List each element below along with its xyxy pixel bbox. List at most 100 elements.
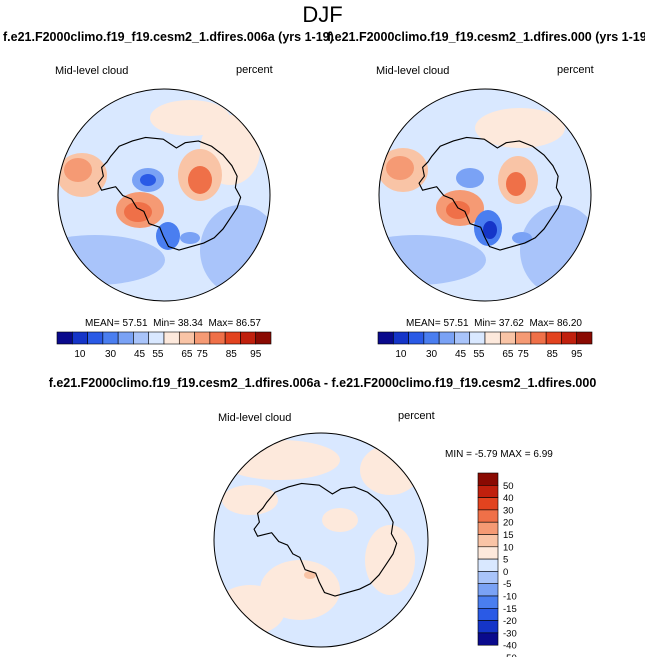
- panel-3-colorbar-swatch: [477, 497, 499, 511]
- panel-2-colorbar-tick-label: 30: [426, 349, 438, 360]
- panel-3-colorbar-tick-label: -20: [503, 616, 517, 627]
- panel-1-colorbar-swatch: [102, 331, 119, 345]
- panel-3-colorbar-swatch: [477, 558, 499, 572]
- panel-1-min: 38.34: [177, 318, 203, 329]
- panel-2-colorbar-tick-label: 55: [473, 349, 485, 360]
- panel-2-colorbar-swatch: [545, 331, 562, 345]
- panel-1-mean: 57.51: [122, 318, 148, 329]
- panel-3-colorbar-tick-label: -30: [503, 628, 517, 639]
- panel-1-colorbar-swatch: [133, 331, 150, 345]
- panel-1-min-label: Min=: [153, 318, 176, 329]
- panel-2-colorbar-tick-label: 75: [518, 349, 530, 360]
- panel-2-max-label: Max=: [529, 318, 555, 329]
- panel-1-colorbar-swatch: [87, 331, 104, 345]
- panel-2-colorbar-swatch: [392, 331, 409, 345]
- panel-3-colorbar-swatch: [477, 620, 499, 634]
- panel-1-colorbar-swatch: [163, 331, 180, 345]
- panel-1-colorbar-tick-label: 65: [181, 349, 193, 360]
- panel-2-colorbar-swatch: [484, 331, 501, 345]
- panel-3-colorbar-tick-label: -40: [503, 641, 517, 652]
- panel-2-min-label: Min=: [474, 318, 497, 329]
- panel-2-colorbar-swatch: [423, 331, 440, 345]
- panel-3-colorbar-tick-label: 15: [503, 530, 514, 541]
- panel-3-colorbar-tick-label: -10: [503, 592, 517, 603]
- panel-1-map: [57, 88, 271, 302]
- panel-2-variable: Mid-level cloud: [376, 65, 450, 77]
- panel-3-map: [213, 432, 429, 648]
- panel-2-colorbar-tick-label: 65: [502, 349, 514, 360]
- panel-2-stats: MEAN= 57.51 Min= 37.62 Max= 86.20: [406, 318, 582, 329]
- panel-3-colorbar-swatch: [477, 571, 499, 585]
- panel-1-max: 86.57: [235, 318, 261, 329]
- panel-2-colorbar-swatch: [576, 331, 593, 345]
- panel-1-max-label: Max=: [208, 318, 234, 329]
- panel-2-colorbar-tick-label: 85: [547, 349, 559, 360]
- panel-1-title: f.e21.F2000climo.f19_f19.cesm2_1.dfires.…: [3, 30, 334, 44]
- panel-3-colorbar-swatch: [477, 607, 499, 621]
- panel-2-mean-label: MEAN=: [406, 318, 441, 329]
- panel-3-colorbar-tick-label: 50: [503, 481, 514, 492]
- panel-2-colorbar-swatch: [408, 331, 425, 345]
- panel-1-colorbar: 10 30 45 55 65 75 85 95: [56, 331, 272, 360]
- panel-2-colorbar-swatch: [515, 331, 532, 345]
- panel-2-colorbar-tick-label: 45: [455, 349, 467, 360]
- panel-1-colorbar-swatch: [71, 331, 88, 345]
- panel-2-map: [378, 88, 592, 302]
- panel-3-title: f.e21.F2000climo.f19_f19.cesm2_1.dfires.…: [48, 376, 597, 390]
- panel-1-colorbar-tick-label: 10: [74, 349, 86, 360]
- panel-3-colorbar-tick-label: 30: [503, 505, 514, 516]
- panel-1-mean-label: MEAN=: [85, 318, 120, 329]
- panel-2-colorbar-swatch: [454, 331, 471, 345]
- panel-1-colorbar-swatch: [240, 331, 257, 345]
- panel-1-units: percent: [236, 64, 273, 76]
- panel-2-colorbar-tick-label: 95: [571, 349, 583, 360]
- panel-1-colorbar-tick-label: 45: [134, 349, 146, 360]
- panel-1-colorbar-swatch: [255, 331, 272, 345]
- panel-2-min: 37.62: [498, 318, 524, 329]
- panel-3-colorbar-tick-label: 40: [503, 493, 514, 504]
- panel-3-colorbar-tick-label: -50: [503, 653, 517, 657]
- panel-3-units: percent: [398, 410, 435, 422]
- panel-2-colorbar-swatch: [377, 331, 394, 345]
- panel-2-mean: 57.51: [443, 318, 469, 329]
- panel-2-colorbar-swatch: [469, 331, 486, 345]
- panel-2-colorbar-swatch: [561, 331, 578, 345]
- panel-2-title: f.e21.F2000climo.f19_f19.cesm2_1.dfires.…: [327, 30, 645, 44]
- panel-2-max: 86.20: [556, 318, 582, 329]
- panel-1-stats: MEAN= 57.51 Min= 38.34 Max= 86.57: [85, 318, 261, 329]
- panel-3-colorbar-swatch: [477, 521, 499, 535]
- panel-1-colorbar-tick-label: 95: [250, 349, 262, 360]
- panel-2-colorbar-swatch: [530, 331, 547, 345]
- panel-3-colorbar-tick-label: 10: [503, 542, 514, 553]
- panel-1-colorbar-swatch: [56, 331, 73, 345]
- panel-3-colorbar-swatch: [477, 509, 499, 523]
- panel-3-colorbar-swatch: [477, 546, 499, 560]
- panel-1-colorbar-tick-label: 85: [226, 349, 238, 360]
- figure-title: DJF: [302, 2, 343, 27]
- panel-3-colorbar-tick-label: 20: [503, 518, 514, 529]
- panel-1-variable: Mid-level cloud: [55, 65, 129, 77]
- panel-1-colorbar-swatch: [209, 331, 226, 345]
- panel-1-colorbar-swatch: [178, 331, 195, 345]
- panel-1-colorbar-swatch: [194, 331, 211, 345]
- panel-1-colorbar-swatch: [148, 331, 165, 345]
- panel-2-colorbar: 10 30 45 55 65 75 85 95: [377, 331, 593, 360]
- panel-3-colorbar-swatch: [477, 632, 499, 646]
- panel-2-colorbar-swatch: [438, 331, 455, 345]
- panel-3-variable: Mid-level cloud: [218, 412, 292, 424]
- panel-1-colorbar-tick-label: 30: [105, 349, 117, 360]
- panel-1-colorbar-tick-label: 75: [197, 349, 209, 360]
- panel-2-colorbar-tick-label: 10: [395, 349, 407, 360]
- panel-1-colorbar-tick-label: 55: [152, 349, 164, 360]
- panel-3-colorbar-tick-label: 5: [503, 555, 508, 566]
- panel-3-stats: MIN = -5.79 MAX = 6.99: [445, 449, 553, 460]
- panel-1-colorbar-swatch: [224, 331, 241, 345]
- panel-3-colorbar-tick-label: -15: [503, 604, 517, 615]
- panel-3-colorbar-swatch: [477, 484, 499, 498]
- panel-2-colorbar-swatch: [499, 331, 516, 345]
- panel-3-colorbar-swatch: [477, 595, 499, 609]
- panel-1-colorbar-swatch: [117, 331, 134, 345]
- panel-3-colorbar-tick-label: -5: [503, 579, 511, 590]
